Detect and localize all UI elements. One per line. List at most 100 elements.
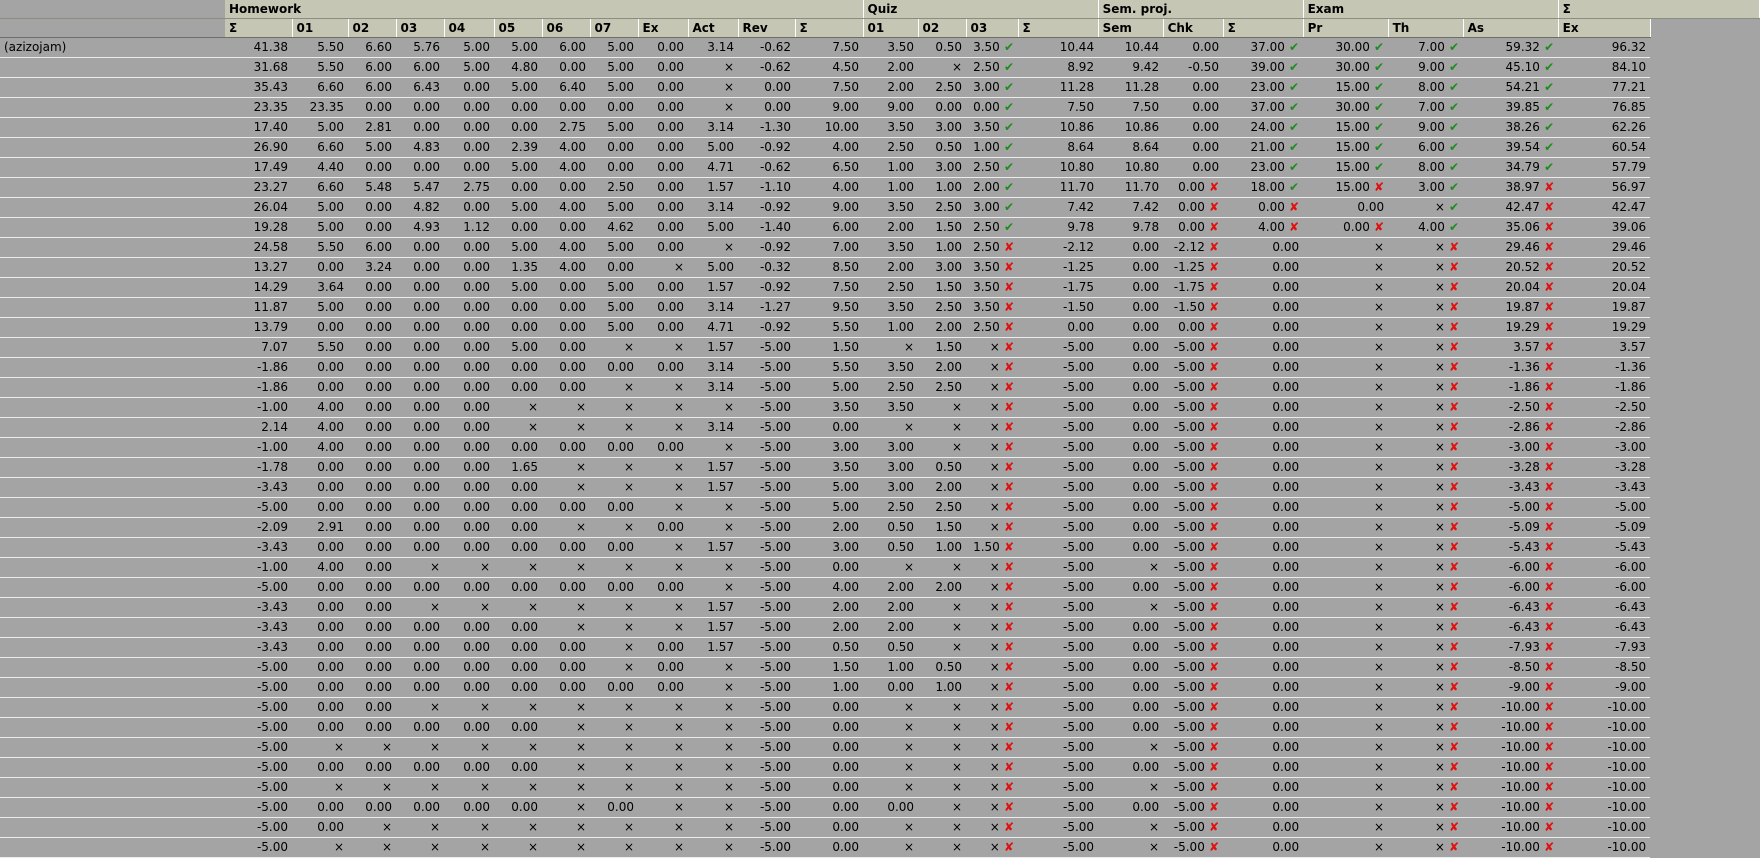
grade-cell: ×	[1303, 697, 1389, 718]
grade-cell: 0.00	[444, 457, 494, 478]
cell-value: 0.00	[413, 480, 440, 494]
grade-cell: ×	[863, 417, 919, 438]
student-name	[0, 797, 225, 818]
grade-cell: -1.86	[1558, 377, 1651, 398]
grade-cell: × ✘	[966, 497, 1019, 518]
grade-cell: 7.00 ✔	[1388, 97, 1464, 118]
cell-value: ×	[723, 100, 734, 114]
column-header[interactable]	[0, 18, 225, 38]
cell-value: -5.00	[759, 520, 791, 534]
column-header[interactable]: Σ	[1018, 18, 1099, 38]
grade-cell: 0.50	[918, 457, 967, 478]
cell-value: -3.43	[256, 640, 288, 654]
cell-value: ×	[1374, 620, 1385, 634]
grade-cell: × ✘	[1388, 657, 1464, 678]
cell-value: 0.00	[1192, 140, 1220, 154]
column-header[interactable]: 03	[396, 18, 445, 38]
column-header[interactable]: 03	[966, 18, 1019, 38]
cell-value: 6.00	[365, 240, 392, 254]
cell-value: 11.28	[1124, 80, 1160, 94]
cell-value: 11.70	[1059, 180, 1095, 194]
column-header[interactable]: Sem	[1098, 18, 1164, 38]
grade-cell: 0.00	[1223, 597, 1304, 618]
cell-value: 15.00	[1335, 180, 1370, 194]
grade-cell: 5.00	[795, 377, 864, 398]
cell-value: 4.93	[413, 220, 440, 234]
grade-cell: 5.00	[590, 277, 638, 298]
cross-icon: ✘	[1539, 640, 1555, 654]
column-header[interactable]: Σ	[795, 18, 864, 38]
cell-value: 0.00	[463, 460, 490, 474]
cell-value: 5.48	[365, 180, 392, 194]
column-header[interactable]: 01	[863, 18, 919, 38]
cell-value: 10.86	[1124, 120, 1160, 134]
column-header[interactable]: Pr	[1303, 18, 1389, 38]
cell-value: ×	[1434, 720, 1445, 734]
grade-cell: 0.00	[444, 237, 494, 258]
grade-cell: 0.00	[348, 797, 396, 818]
grade-cell: ×	[444, 737, 494, 758]
cell-value: ×	[623, 560, 634, 574]
cell-value: 7.50	[832, 280, 860, 294]
cell-value: 0.00	[365, 340, 392, 354]
column-header[interactable]: As	[1463, 18, 1559, 38]
cell-value: 0.00	[1132, 340, 1160, 354]
column-header[interactable]: Act	[688, 18, 739, 38]
grades-body: (azizojam) 41.38 5.50 6.60 5.76 5.00 5.00 6.00 5…	[0, 37, 1760, 858]
cell-value: 1.57	[707, 540, 734, 554]
column-header[interactable]: Chk	[1163, 18, 1224, 38]
cell-value: ×	[527, 820, 538, 834]
column-header[interactable]: Ex	[638, 18, 689, 38]
grade-cell: 62.26	[1558, 117, 1651, 138]
grade-cell: -1.50 ✘	[1163, 297, 1224, 318]
column-header[interactable]: 06	[542, 18, 591, 38]
grade-cell: ×	[688, 777, 738, 798]
cell-value: 0.00	[365, 520, 392, 534]
cell-value: 3.14	[707, 380, 734, 394]
grade-cell: -5.00	[1018, 737, 1099, 758]
cell-value: 23.35	[253, 100, 288, 114]
column-header[interactable]: 05	[494, 18, 543, 38]
cell-value: -5.00	[1173, 460, 1205, 474]
cell-value: 0.00	[463, 360, 490, 374]
column-header[interactable]: Σ	[1223, 18, 1304, 38]
grade-cell: 9.42	[1098, 57, 1164, 78]
column-header[interactable]: Ex	[1558, 18, 1651, 38]
cell-value: 35.06	[1505, 220, 1540, 234]
cell-value: 59.32	[1505, 40, 1540, 54]
grade-cell: 0.00	[1223, 297, 1304, 318]
grade-cell: 11.28	[1098, 77, 1164, 98]
cell-value: ×	[903, 780, 915, 794]
grade-cell: ×	[1303, 437, 1389, 458]
grade-cell: 3.50	[863, 237, 919, 258]
cell-value: 10.80	[1124, 160, 1160, 174]
cross-icon: ✘	[1444, 620, 1460, 634]
cell-value: ×	[903, 840, 915, 854]
cell-value: -5.00	[1173, 560, 1205, 574]
column-header[interactable]: Σ	[225, 18, 293, 38]
cell-value: 0.00	[832, 560, 860, 574]
grade-cell: 10.86	[1018, 117, 1099, 138]
cell-value: -6.43	[1508, 620, 1540, 634]
grade-cell: 2.00	[918, 357, 967, 378]
cell-value: 96.32	[1611, 40, 1647, 54]
grade-cell: 2.00	[795, 597, 864, 618]
column-header[interactable]: 02	[918, 18, 967, 38]
grade-cell: -5.00	[1018, 797, 1099, 818]
column-header[interactable]: Rev	[738, 18, 796, 38]
cell-value: 0.00	[1272, 780, 1300, 794]
grade-cell: -6.43	[1558, 597, 1651, 618]
column-header[interactable]: 07	[590, 18, 639, 38]
cell-value: 1.50	[832, 660, 860, 674]
cell-value: -5.00	[1063, 500, 1095, 514]
cell-value: ×	[623, 760, 634, 774]
column-header[interactable]: 02	[348, 18, 397, 38]
column-header[interactable]: Th	[1388, 18, 1464, 38]
cell-value: 23.00	[1250, 80, 1285, 94]
column-header[interactable]: 01	[292, 18, 349, 38]
grade-cell: ×	[918, 697, 967, 718]
cell-value: 13.27	[253, 260, 288, 274]
grade-cell: 3.50 ✔	[966, 117, 1019, 138]
cell-value: ×	[951, 720, 963, 734]
column-header[interactable]: 04	[444, 18, 495, 38]
